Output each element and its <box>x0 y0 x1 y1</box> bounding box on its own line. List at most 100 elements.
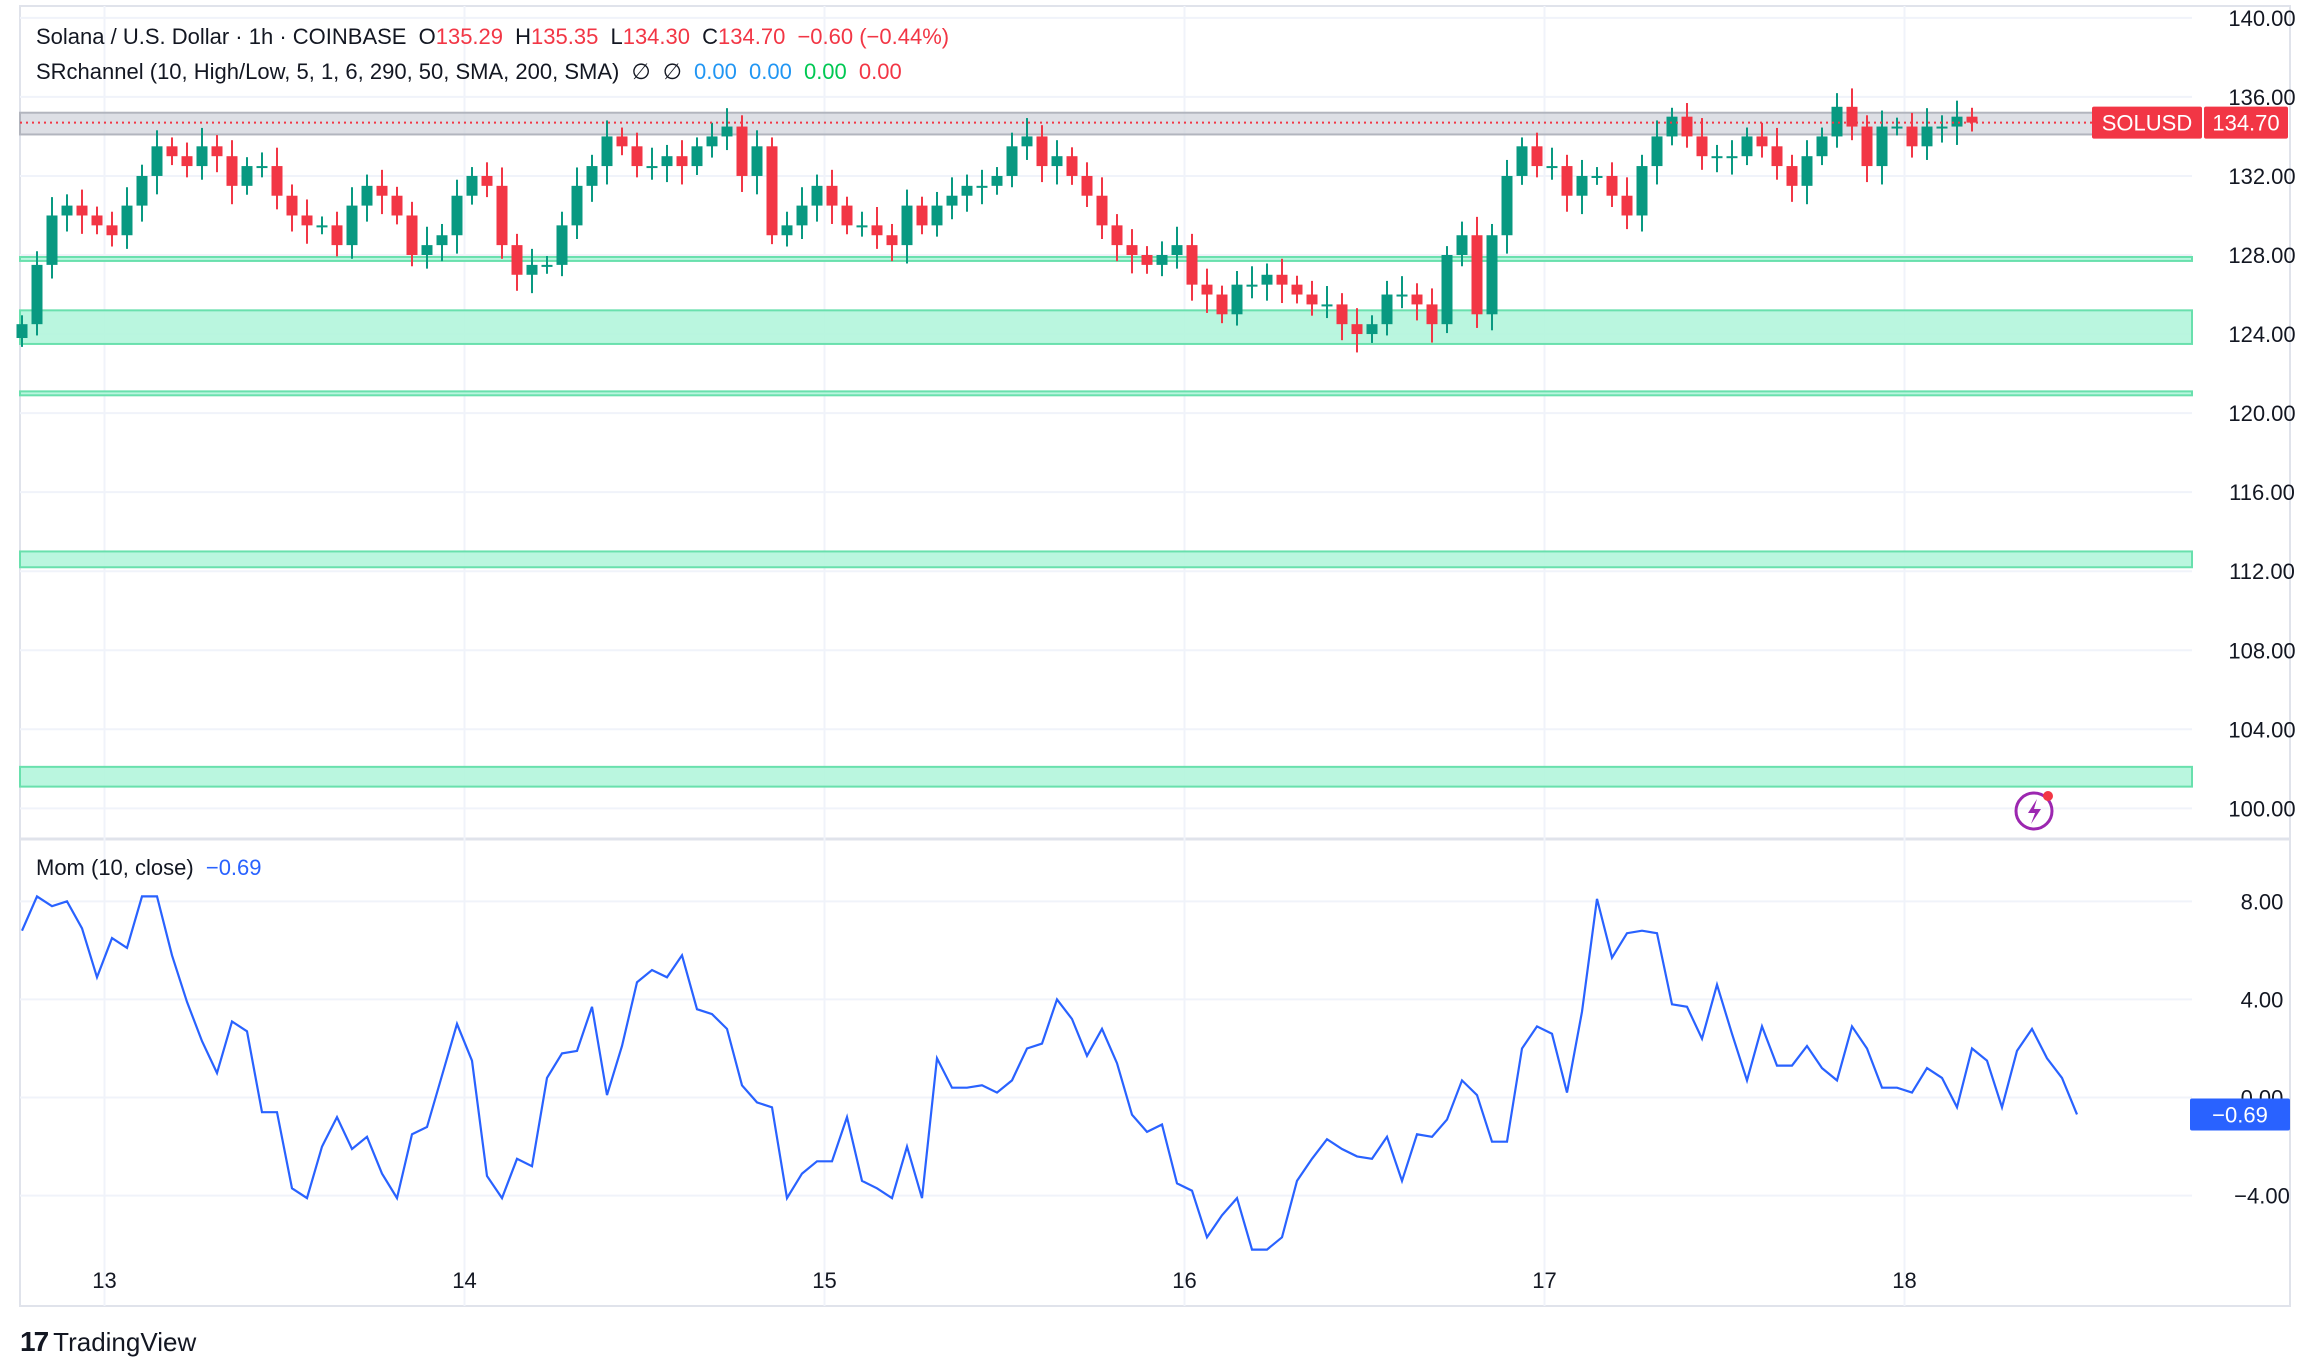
candle-body <box>151 146 163 176</box>
time-axis-tick: 17 <box>1532 1268 1556 1293</box>
momentum-tag-bg <box>2190 1098 2290 1131</box>
candle-body <box>1501 175 1513 236</box>
candle-body <box>1366 324 1378 335</box>
candle-body <box>1336 304 1348 325</box>
candle-body <box>1471 235 1483 315</box>
candle-body <box>1126 245 1138 256</box>
candle-body <box>451 195 463 236</box>
momentum-tag-text: −0.69 <box>2212 1102 2268 1127</box>
sr-zone <box>19 255 2193 262</box>
tradingview-brand: TradingView <box>53 1326 197 1357</box>
candle-body <box>196 146 208 167</box>
indicator-name: SRchannel (10, High/Low, 5, 1, 6, 290, 5… <box>36 59 620 84</box>
price-axis-tick: 128.00 <box>2228 243 2295 268</box>
candle-body <box>1816 136 1828 157</box>
candle-body <box>526 264 538 275</box>
candle-body <box>211 146 223 157</box>
tradingview-footer[interactable]: 17 TradingView <box>20 1326 196 1358</box>
candle-body <box>361 185 373 206</box>
candle-body <box>901 205 913 246</box>
candle-body <box>1426 304 1438 325</box>
candle-body <box>286 195 298 216</box>
candle-body <box>601 136 613 167</box>
candle-body <box>106 225 118 236</box>
time-axis-tick: 18 <box>1892 1268 1916 1293</box>
candle-body <box>541 264 553 267</box>
price-axis-tick: 116.00 <box>2229 480 2295 505</box>
high-value: H135.35 <box>515 24 599 49</box>
close-value: C134.70 <box>702 24 786 49</box>
candle-body <box>1141 255 1153 265</box>
indicator-null-2: ∅ <box>662 59 682 84</box>
candle-body <box>1186 245 1198 285</box>
price-axis-tick: 108.00 <box>2228 638 2295 663</box>
candle-body <box>1966 116 1978 123</box>
candle-body <box>856 225 868 228</box>
indicator-value-4: 0.00 <box>858 59 902 84</box>
candle-body <box>421 245 433 256</box>
candle-body <box>406 215 418 256</box>
candle-body <box>166 146 178 157</box>
symbol-legend: Solana / U.S. Dollar · 1h · COINBASE O13… <box>36 24 955 50</box>
candle-body <box>1876 126 1888 167</box>
candle-body <box>466 175 478 196</box>
candle-body <box>331 225 343 246</box>
momentum-axis-tick: 4.00 <box>2241 987 2284 1012</box>
candle-body <box>781 225 793 236</box>
candle-body <box>31 264 43 325</box>
candle-body <box>1036 136 1048 167</box>
candle-body <box>376 185 388 196</box>
indicator-value-1: 0.00 <box>694 59 737 84</box>
momentum-legend: Mom (10, close) −0.69 <box>36 855 268 881</box>
candle-body <box>76 205 88 216</box>
open-value: O135.29 <box>418 24 504 49</box>
candle-body <box>1561 166 1573 196</box>
candle-body <box>1891 126 1903 129</box>
symbol-tag-bg <box>2092 106 2202 139</box>
time-axis-tick: 15 <box>812 1268 836 1293</box>
candle-body <box>1171 245 1183 256</box>
candle-body <box>1861 126 1873 167</box>
momentum-axis-tick: 8.00 <box>2241 889 2284 914</box>
candle-body <box>1051 156 1063 167</box>
candle-body <box>1621 195 1633 216</box>
price-axis-tick: 136.00 <box>2228 85 2295 110</box>
candle-body <box>961 185 973 196</box>
candle-body <box>1906 126 1918 147</box>
candle-body <box>16 324 28 339</box>
candle-body <box>1591 175 1603 178</box>
candle-body <box>886 235 898 246</box>
candle-body <box>271 166 283 196</box>
momentum-axis-tick: −4.00 <box>2234 1184 2290 1209</box>
indicator-legend: SRchannel (10, High/Low, 5, 1, 6, 290, 5… <box>36 59 908 85</box>
candle-body <box>1951 116 1963 127</box>
candle-body <box>1516 146 1528 176</box>
momentum-value: −0.69 <box>205 855 262 880</box>
candle-body <box>1276 274 1288 285</box>
candle-body <box>691 146 703 167</box>
last-price-tag-text: 134.70 <box>2212 111 2279 136</box>
candle-body <box>91 215 103 226</box>
candle-body <box>1246 284 1258 287</box>
candle-body <box>1936 126 1948 129</box>
candle-body <box>1846 106 1858 127</box>
candle-body <box>241 166 253 186</box>
momentum-series-line <box>20 894 2079 1251</box>
candle-body <box>1726 156 1738 159</box>
symbol-tag-text: SOLUSD <box>2102 111 2192 136</box>
candle-body <box>1801 156 1813 186</box>
candle-body <box>391 195 403 216</box>
candle-body <box>841 205 853 226</box>
time-axis-tick: 14 <box>452 1268 476 1293</box>
candle-body <box>256 166 268 169</box>
lightning-icon[interactable] <box>2014 791 2054 831</box>
low-value: L134.30 <box>610 24 690 49</box>
candle-body <box>1411 294 1423 305</box>
time-axis-tick: 13 <box>92 1268 116 1293</box>
candle-body <box>1456 235 1468 256</box>
candle-body <box>1306 294 1318 305</box>
candle-body <box>721 126 733 137</box>
candle-body <box>946 195 958 206</box>
candle-body <box>631 146 643 167</box>
